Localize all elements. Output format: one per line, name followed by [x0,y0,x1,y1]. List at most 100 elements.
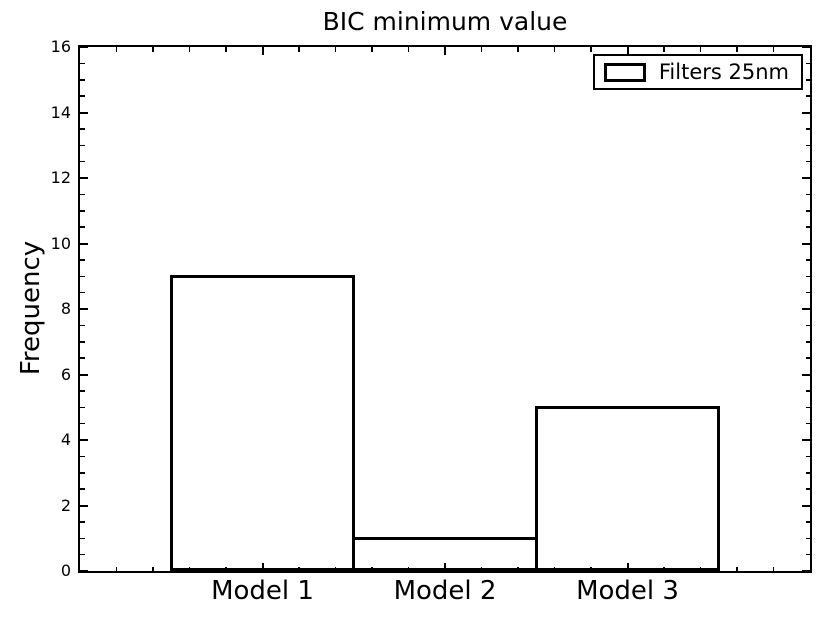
y-minor-tick [80,553,85,556]
x-minor-tick [553,47,556,52]
y-major-tick [802,46,810,48]
y-minor-tick [80,193,85,196]
x-minor-tick [371,47,373,52]
bar-model-3 [534,405,721,571]
x-minor-tick [371,566,373,571]
y-minor-tick [80,291,85,294]
x-minor-tick [298,566,300,571]
x-minor-tick [772,566,775,571]
y-major-tick [802,504,810,507]
y-minor-tick [805,193,810,196]
y-major-tick [802,570,810,572]
plot-area: Filters 25nm [78,45,812,573]
x-minor-tick [699,47,702,52]
y-minor-tick [805,537,810,539]
x-minor-tick [225,47,227,52]
x-minor-tick [334,566,337,571]
y-tick-label: 6 [60,364,71,384]
ticks-layer [80,46,810,572]
y-major-tick [80,570,88,572]
y-major-tick [80,439,88,441]
y-minor-tick [805,406,810,408]
y-major-tick [802,373,810,376]
y-minor-tick [805,128,810,130]
y-tick-label: 10 [50,233,71,253]
x-minor-tick [736,47,738,52]
y-minor-tick [805,324,810,327]
x-minor-tick [699,566,702,571]
y-minor-tick [805,210,810,212]
x-minor-tick [152,47,154,52]
y-minor-tick [805,259,810,261]
y-minor-tick [80,275,85,277]
y-minor-tick [80,357,85,359]
y-tick-label: 8 [60,299,71,318]
y-minor-tick [80,62,85,65]
x-minor-tick [590,566,592,571]
y-minor-tick [80,226,85,228]
y-minor-tick [80,128,85,130]
x-minor-tick [152,566,154,571]
x-minor-tick [115,566,118,571]
x-minor-tick [480,566,483,571]
y-minor-tick [80,390,85,392]
y-minor-tick [80,455,85,458]
y-tick-label: 2 [60,495,71,515]
x-major-tick [626,47,629,55]
y-minor-tick [80,537,85,539]
y-major-tick [80,373,88,376]
x-minor-tick [663,566,665,571]
y-minor-tick [805,488,810,490]
y-major-tick [80,111,88,114]
y-minor-tick [80,144,85,146]
y-minor-tick [805,160,810,163]
y-major-tick [802,111,810,114]
y-minor-tick [80,472,85,474]
x-major-tick [261,47,264,55]
x-minor-tick [225,566,227,571]
y-minor-tick [80,422,85,425]
y-major-tick [80,46,88,48]
x-minor-tick [407,47,410,52]
y-major-tick [80,242,88,245]
x-major-tick [444,563,446,571]
y-major-tick [80,177,88,179]
y-major-tick [802,242,810,245]
x-minor-tick [188,47,191,52]
y-minor-tick [805,422,810,425]
x-major-tick [261,563,264,571]
y-minor-tick [80,521,85,523]
x-minor-tick [517,566,519,571]
x-minor-tick [517,47,519,52]
x-major-tick [626,563,629,571]
y-minor-tick [805,95,810,97]
y-minor-tick [805,455,810,458]
legend-label: Filters 25nm [658,59,789,84]
chart-title: BIC minimum value [322,7,568,36]
y-minor-tick [80,324,85,327]
x-minor-tick [480,47,483,52]
y-minor-tick [80,160,85,163]
y-tick-label: 14 [50,102,71,122]
legend-swatch-icon [603,62,646,82]
x-minor-tick [590,47,592,52]
y-minor-tick [805,553,810,556]
x-minor-tick [553,566,556,571]
x-minor-tick [407,566,410,571]
y-minor-tick [80,341,85,343]
y-minor-tick [80,406,85,408]
y-tick-label: 12 [50,168,71,187]
y-minor-tick [805,62,810,65]
y-minor-tick [805,79,810,81]
y-major-tick [802,308,810,310]
x-category-label: Model 2 [393,576,497,606]
bar-model-1 [169,274,356,571]
x-category-label: Model 3 [576,576,679,606]
y-minor-tick [805,521,810,523]
y-minor-tick [80,79,85,81]
y-minor-tick [80,95,85,97]
x-minor-tick [663,47,665,52]
legend: Filters 25nm [592,54,803,90]
x-minor-tick [772,47,775,52]
